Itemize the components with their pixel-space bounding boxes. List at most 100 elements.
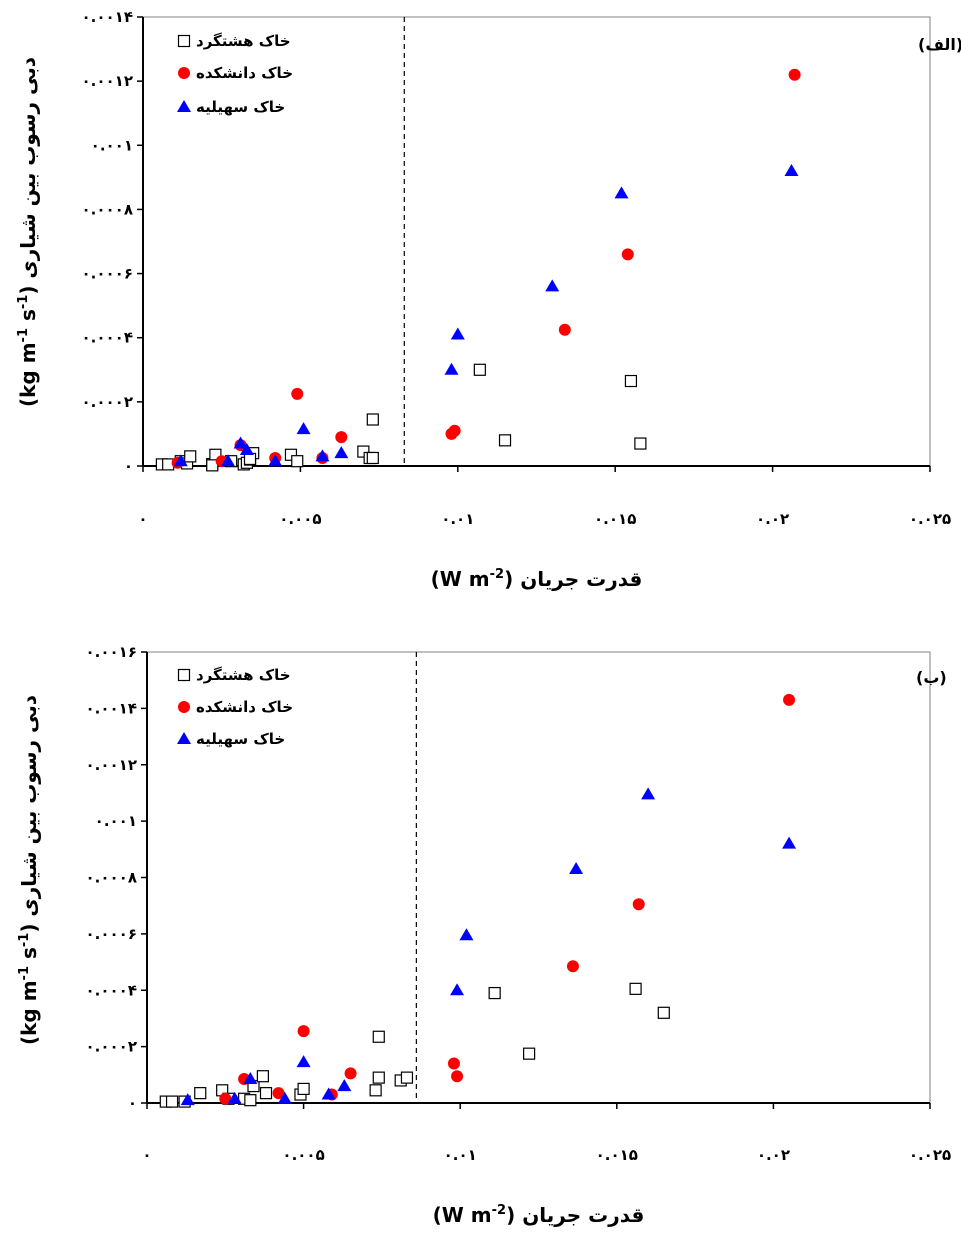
- y-tick-label: ۰.۰۰۰۴: [86, 981, 137, 999]
- legend-marker-triangle: [177, 100, 191, 112]
- data-point-square: [194, 1087, 207, 1100]
- x-tick-label: ۰: [138, 510, 147, 528]
- series-triangle: [180, 787, 797, 1106]
- panel-label: (ب): [916, 668, 947, 687]
- legend: خاک هشتگرد خاک دانشکده خاک سهیلیه: [177, 32, 293, 116]
- legend-label: خاک دانشکده: [196, 64, 293, 82]
- y-tick-label: ۰.۰۰۱۲: [86, 756, 137, 774]
- y-tick-label: ۰.۰۰۰۲: [86, 1038, 137, 1056]
- panel-label: (الف): [918, 35, 961, 54]
- data-point-square: [357, 445, 370, 458]
- x-tick-label: ۰.۰۱: [441, 510, 474, 528]
- legend-marker-square: [177, 34, 191, 48]
- data-point-square: [372, 1030, 385, 1043]
- x-tick-label: ۰.۰۰۵: [282, 1146, 324, 1164]
- legend-label: خاک هشتگرد: [196, 32, 291, 50]
- y-tick-label: ۰.۰۰۰۲: [82, 393, 133, 411]
- data-point-triangle: [450, 983, 465, 996]
- x-tick-label: ۰.۰۲۵: [909, 510, 951, 528]
- x-tick-label: ۰.۰۱۵: [596, 1146, 638, 1164]
- data-point-circle: [291, 387, 304, 400]
- data-point-square: [488, 986, 501, 1000]
- x-tick-label: ۰.۰۰۵: [279, 510, 321, 528]
- data-point-square: [297, 1082, 310, 1096]
- data-point-square: [369, 1084, 382, 1097]
- y-tick-label: ۰.۰۰۰۸: [82, 200, 133, 218]
- data-point-circle: [621, 248, 634, 261]
- data-point-square: [498, 434, 512, 447]
- plot-area-frame: [146, 651, 931, 1104]
- data-point-circle: [783, 693, 796, 706]
- plot-area-frame: [142, 16, 931, 467]
- x-axis-label: (W m-2) قدرت جریان: [433, 1203, 645, 1227]
- data-point-circle: [558, 323, 571, 336]
- data-point-triangle: [444, 362, 459, 375]
- data-point-triangle: [321, 1087, 336, 1100]
- data-point-square: [372, 1071, 385, 1084]
- legend-marker-circle: [178, 67, 190, 79]
- legend-marker-triangle: [177, 732, 191, 744]
- data-point-circle: [451, 1070, 464, 1083]
- y-tick-label: ۰: [128, 1094, 137, 1112]
- x-axis-label: (W m-2) قدرت جریان: [431, 567, 643, 591]
- x-tick-label: ۰: [142, 1146, 151, 1164]
- data-point-square: [634, 437, 647, 450]
- data-point-triangle: [569, 862, 584, 875]
- data-point-circle: [272, 1087, 285, 1100]
- legend-label: خاک دانشکده: [196, 698, 293, 716]
- data-point-square: [256, 1070, 269, 1083]
- x-tick-label: ۰.۰۱: [444, 1146, 477, 1164]
- y-tick-label: ۰.۰۰۰۸: [86, 869, 137, 887]
- data-point-square: [165, 1095, 179, 1108]
- data-point-triangle: [450, 327, 465, 340]
- data-point-triangle: [784, 163, 799, 176]
- y-tick-label: ۰.۰۰۰۶: [82, 265, 133, 283]
- data-point-square: [244, 1094, 257, 1107]
- data-point-triangle: [296, 422, 311, 435]
- panel-a: ۰ ۰.۰۰۵ ۰.۰۱ ۰.۰۱۵ ۰.۰۲ ۰.۰۲۵ ۰ ۰.۰۰۰۲ ۰.۰۰۰۴ ۰.۰…: [16, 8, 961, 591]
- data-point-circle: [448, 424, 461, 437]
- data-point-triangle: [227, 1091, 242, 1104]
- data-point-triangle: [243, 1072, 258, 1085]
- data-point-square: [624, 374, 638, 388]
- y-tick-label: ۰.۰۰۱۴: [82, 8, 133, 26]
- data-point-square: [657, 1006, 670, 1019]
- data-point-triangle: [315, 449, 330, 462]
- y-axis-label: (kg m-1 s-1) دبی رسوب بین شیاری: [17, 695, 41, 1045]
- data-point-triangle: [296, 1055, 311, 1068]
- data-point-triangle: [337, 1079, 352, 1092]
- data-point-square: [291, 455, 304, 468]
- data-point-triangle: [220, 454, 235, 467]
- data-point-triangle: [180, 1093, 195, 1106]
- x-tick-label: ۰.۰۲۵: [909, 1146, 951, 1164]
- x-tick-label: ۰.۰۲: [756, 510, 789, 528]
- y-tick-label: ۰.۰۰۰۴: [82, 329, 133, 347]
- data-point-circle: [344, 1067, 357, 1080]
- y-tick-label: ۰.۰۰۰۶: [86, 925, 137, 943]
- series-circle: [171, 68, 801, 469]
- data-point-triangle: [459, 928, 474, 941]
- y-tick-label: ۰.۰۰۱۲: [82, 72, 133, 90]
- data-point-triangle: [268, 454, 283, 467]
- legend-label: خاک سهیلیه: [196, 98, 285, 116]
- y-tick-label: ۰.۰۰۱: [95, 812, 137, 830]
- data-point-circle: [632, 898, 645, 911]
- y-axis-label: (kg m-1 s-1) دبی رسوب بین شیاری: [16, 57, 40, 407]
- panel-b: ۰ ۰.۰۰۵ ۰.۰۱ ۰.۰۱۵ ۰.۰۲ ۰.۰۲۵ ۰ ۰.۰۰۰۲ ۰.۰۰۰۴ ۰.۰…: [17, 643, 951, 1227]
- data-point-circle: [219, 1092, 232, 1105]
- data-point-square: [243, 452, 257, 466]
- data-point-circle: [447, 1057, 460, 1070]
- data-point-square: [473, 363, 486, 376]
- data-point-square: [629, 982, 642, 995]
- data-point-circle: [297, 1025, 310, 1038]
- series-square: [159, 982, 670, 1108]
- data-point-triangle: [614, 186, 629, 199]
- data-point-triangle: [173, 454, 188, 467]
- y-tick-label: ۰.۰۰۱۴: [86, 699, 137, 717]
- series-triangle: [173, 163, 799, 467]
- data-point-triangle: [334, 446, 349, 459]
- legend-marker-square: [177, 668, 191, 682]
- data-point-square: [366, 451, 379, 465]
- x-tick-label: ۰.۰۱۵: [594, 510, 636, 528]
